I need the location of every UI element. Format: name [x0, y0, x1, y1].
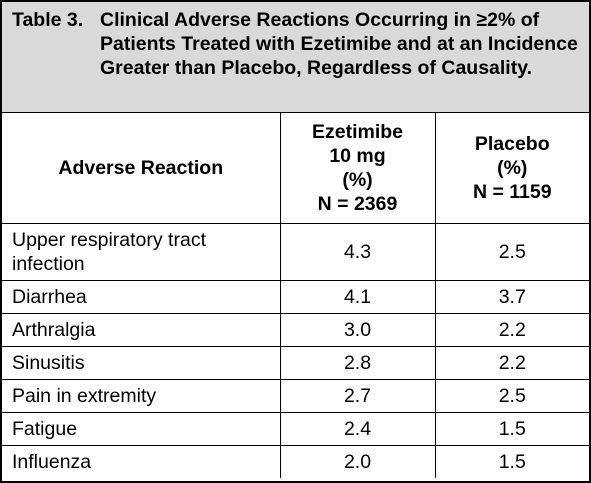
- reaction-cell: Fatigue: [2, 412, 281, 446]
- value-cell: 1.5: [434, 412, 589, 446]
- value-cell: 3.7: [434, 280, 589, 314]
- title-label: Table 3.: [12, 9, 84, 31]
- table-row: Diarrhea 4.1 3.7: [2, 280, 589, 314]
- column-header: Placebo (%) N = 1159: [434, 113, 589, 224]
- value-cell: 4.1: [279, 280, 436, 314]
- reaction-cell: Arthralgia: [2, 313, 281, 347]
- title-text: Clinical Adverse Reactions Occurring in …: [100, 9, 578, 79]
- column-header: Adverse Reaction: [2, 113, 281, 224]
- table-row: Pain in extremity 2.7 2.5: [2, 379, 589, 413]
- value-cell: 2.0: [279, 445, 436, 478]
- value-cell: 2.5: [434, 379, 589, 413]
- value-cell: 2.2: [434, 313, 589, 347]
- header-row: Adverse Reaction Ezetimibe 10 mg (%) N = 236…: [2, 113, 589, 224]
- value-cell: 2.4: [279, 412, 436, 446]
- header-line: 10 mg: [329, 145, 386, 167]
- table-title: Table 3. Clinical Adverse Reactions Occu…: [2, 2, 589, 113]
- table-body: Upper respiratory tract infection 4.3 2.5 D…: [2, 223, 589, 478]
- header-line: N = 1159: [472, 181, 552, 203]
- column-header: Ezetimibe 10 mg (%) N = 2369: [279, 113, 436, 224]
- table-head: Adverse Reaction Ezetimibe 10 mg (%) N = 236…: [2, 113, 589, 224]
- header-line: Adverse Reaction: [58, 157, 224, 179]
- value-cell: 2.8: [279, 346, 436, 380]
- reaction-cell: Influenza: [2, 445, 281, 478]
- table-row: Upper respiratory tract infection 4.3 2.5: [2, 223, 589, 281]
- header-line: (%): [497, 157, 528, 179]
- header-line: (%): [342, 169, 373, 191]
- value-cell: 2.2: [434, 346, 589, 380]
- table-row: Arthralgia 3.0 2.2: [2, 313, 589, 347]
- header-line: N = 2369: [317, 193, 398, 215]
- value-cell: 2.5: [434, 223, 589, 281]
- header-line: Placebo: [474, 133, 550, 155]
- reaction-cell: Sinusitis: [2, 346, 281, 380]
- reaction-cell: Pain in extremity: [2, 379, 281, 413]
- value-cell: 4.3: [279, 223, 436, 281]
- reaction-cell: Upper respiratory tract infection: [2, 223, 281, 281]
- reaction-cell: Diarrhea: [2, 280, 281, 314]
- value-cell: 2.7: [279, 379, 436, 413]
- value-cell: 1.5: [434, 445, 589, 478]
- table-row: Fatigue 2.4 1.5: [2, 412, 589, 446]
- header-line: Ezetimibe: [311, 121, 404, 143]
- adverse-reactions-table: Adverse Reaction Ezetimibe 10 mg (%) N = 236…: [2, 113, 589, 478]
- table-row: Sinusitis 2.8 2.2: [2, 346, 589, 380]
- table-row: Influenza 2.0 1.5: [2, 445, 589, 478]
- value-cell: 3.0: [279, 313, 436, 347]
